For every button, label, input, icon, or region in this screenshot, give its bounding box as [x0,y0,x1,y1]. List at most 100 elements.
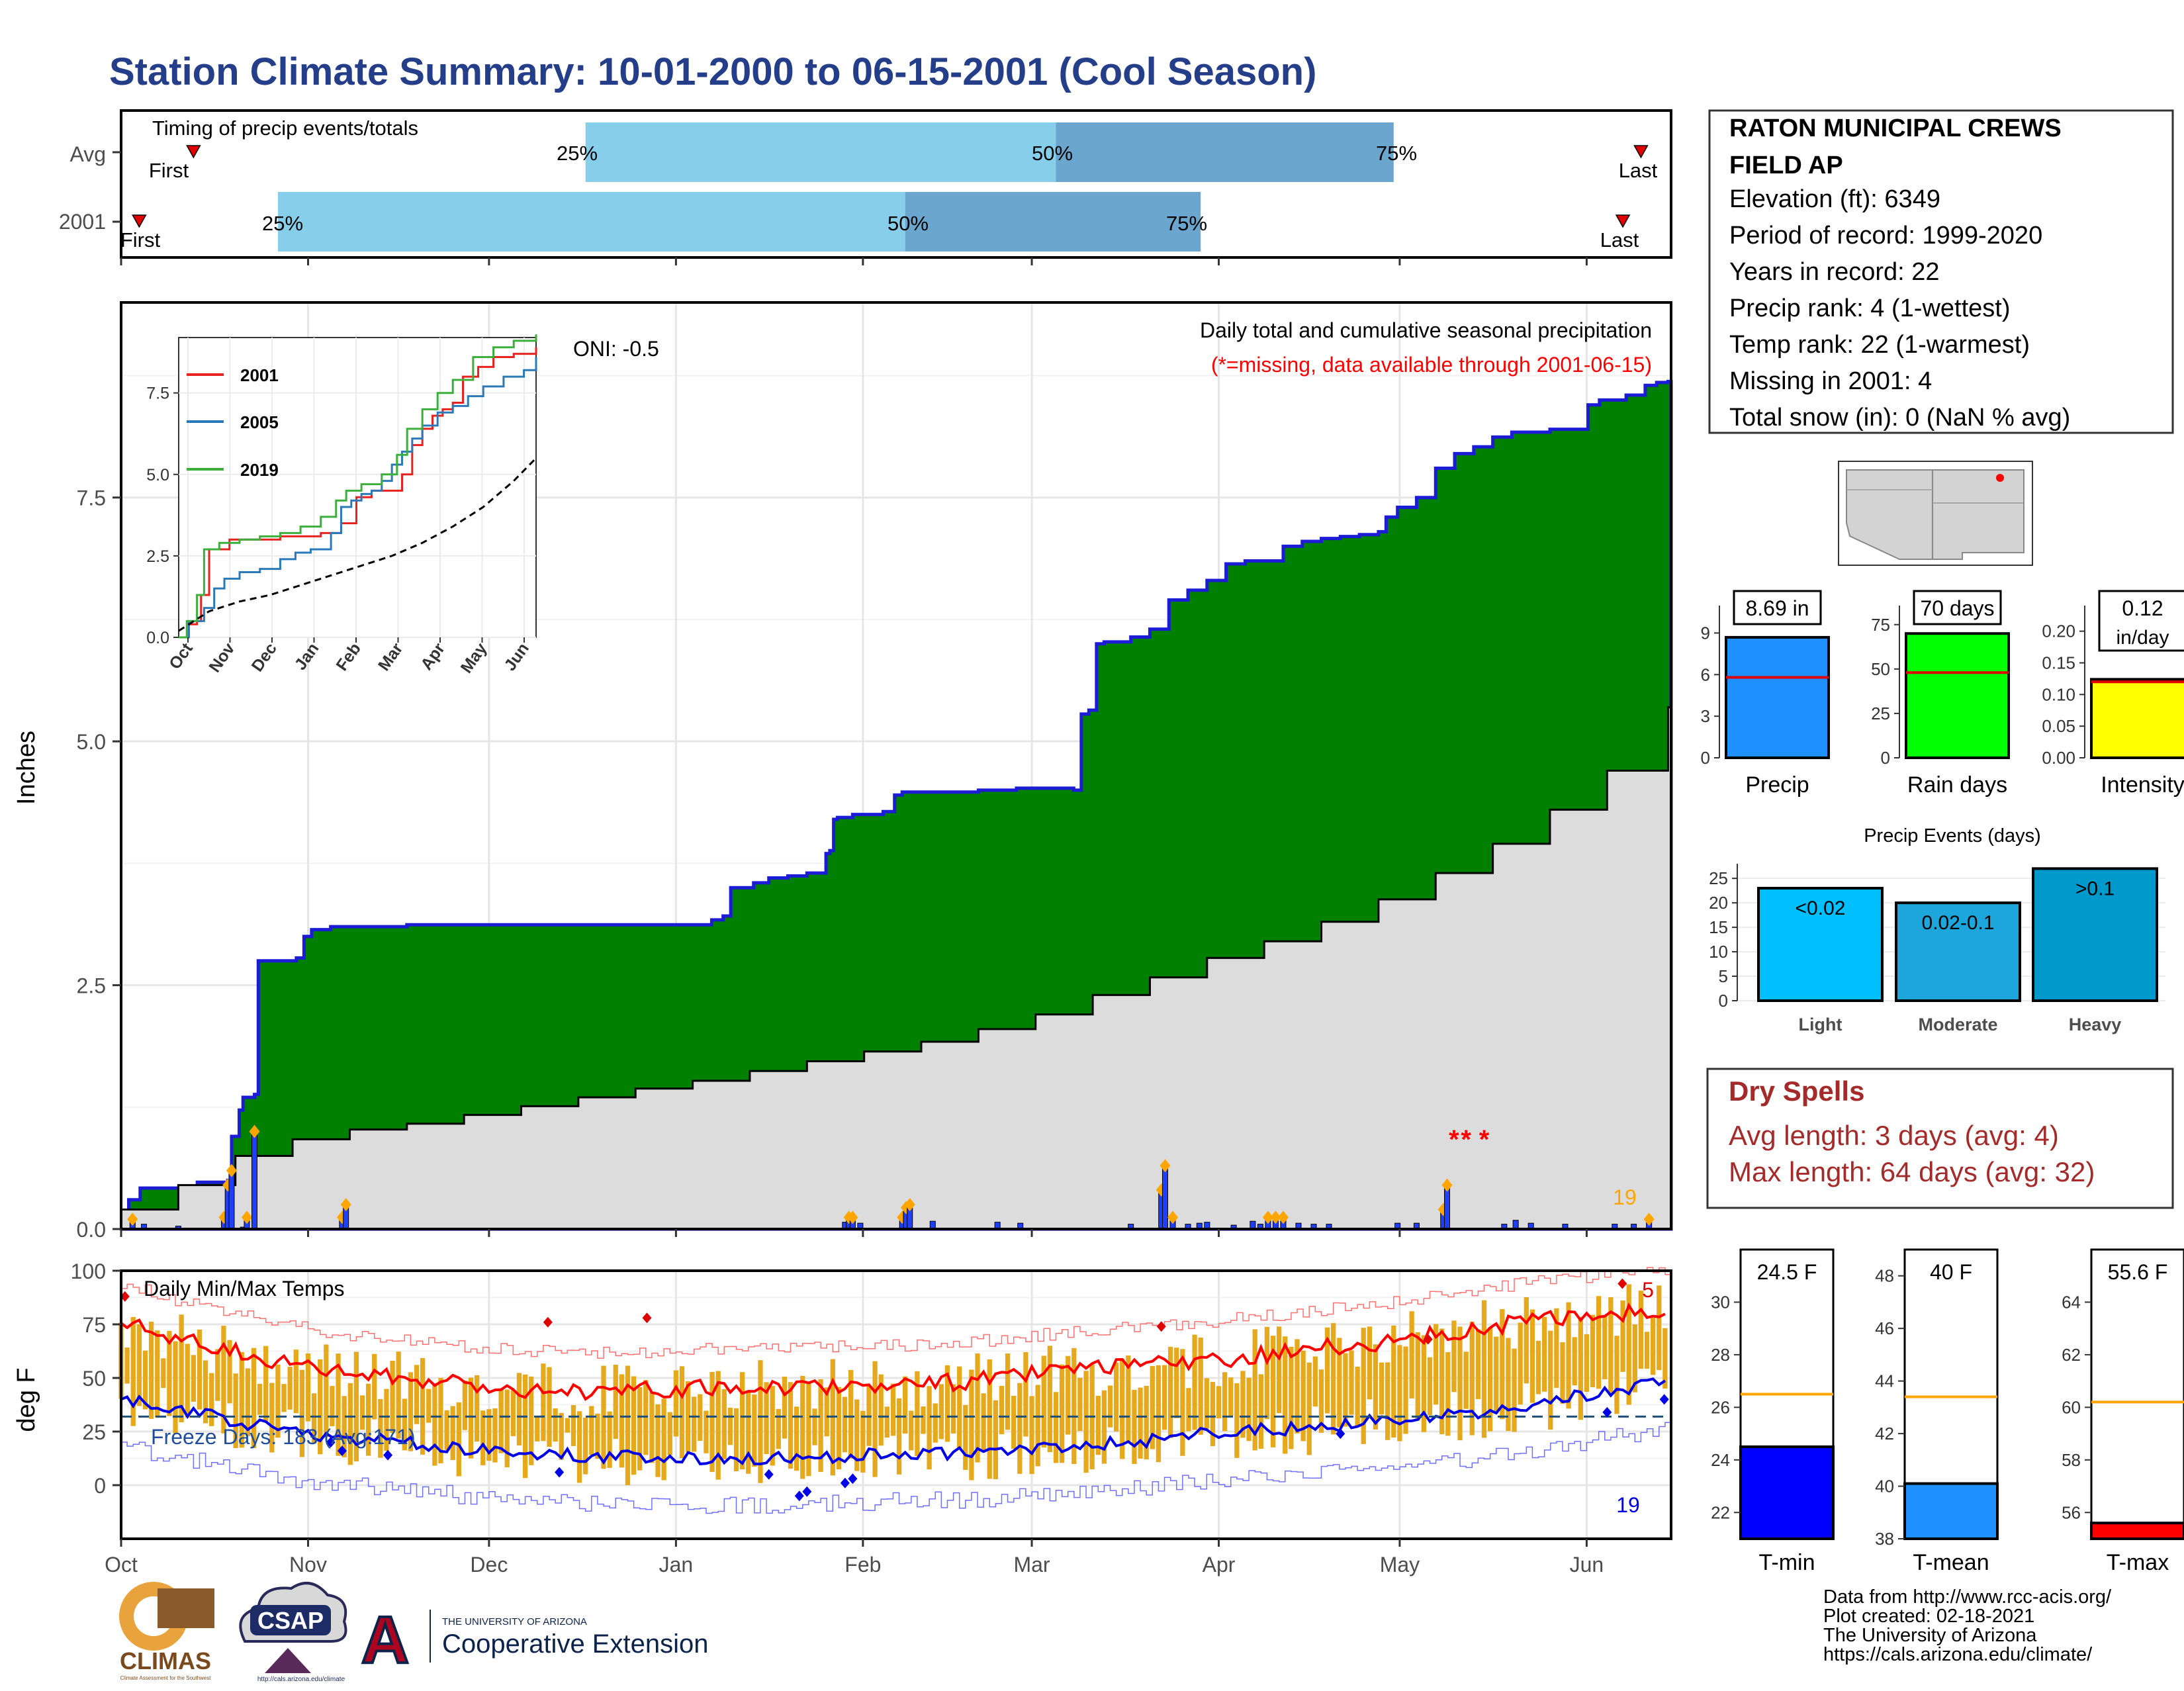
daily-temp-bar [1572,1337,1577,1386]
daily-temp-bar [704,1410,709,1453]
tmin-record-marker [802,1486,812,1497]
station-info-frame [1708,109,2174,434]
summary-value-unit: in/day [2116,627,2169,649]
daily-temp-bar [884,1406,889,1438]
daily-temp-bar [480,1410,486,1465]
daily-precip-marker [1270,1211,1281,1224]
summary-value-box [1913,590,2002,625]
tmin-average-line [120,1377,1666,1466]
daily-temp-bar [1524,1297,1529,1384]
precip-chart-subtitle: (*=missing, data available through 2001-… [1211,353,1652,377]
temp-summary-y-tick-label: 28 [1711,1345,1730,1365]
temp-y-tick-label: 25 [82,1420,106,1444]
daily-temp-bar [1451,1320,1457,1393]
temp-panel-frame [120,1269,1672,1540]
daily-temp-bar [510,1390,516,1436]
daily-temp-bar [1560,1342,1565,1404]
daily-temp-bar [673,1370,679,1437]
daily-temp-bar [1300,1350,1306,1441]
daily-temp-bar [1283,1336,1288,1454]
daily-temp-bar [1161,1365,1167,1430]
daily-temp-bar [570,1405,576,1446]
daily-temp-bar [872,1361,878,1477]
daily-temp-bar [1457,1326,1463,1441]
daily-temp-bar [800,1375,805,1479]
summary-y-tick-label: 0.15 [2042,653,2075,673]
daily-temp-bar [1144,1385,1149,1460]
daily-temp-bar [764,1382,769,1455]
daily-temp-bar [1126,1355,1131,1441]
daily-temp-bar [547,1367,552,1447]
daily-temp-bar [209,1373,214,1426]
daily-temp-bar [529,1376,534,1465]
freeze-days-label: Freeze Days: 183 (Avg:171) [151,1425,416,1449]
daily-temp-bar [746,1392,751,1474]
locator-map [1838,461,2033,566]
daily-temp-bar [281,1384,287,1412]
daily-temp-bar [390,1360,395,1434]
csap-url: http://cals.arizona.edu/climate [257,1676,345,1683]
daily-temp-bar [1138,1387,1143,1459]
tmin-record-marker [337,1445,347,1457]
daily-temp-bar [1349,1350,1354,1415]
events-y-tick-label: 25 [1709,868,1728,888]
daily-temp-bar [293,1349,298,1414]
daily-temp-bar [287,1367,293,1410]
temp-y-tick-label: 50 [82,1367,106,1391]
tmin-record-marker [326,1437,336,1448]
daily-temp-bar [788,1382,794,1469]
daily-temp-bar [450,1406,455,1461]
missing-star: * [1479,1125,1490,1154]
daily-temp-bar [909,1410,914,1451]
daily-temp-bar [1234,1383,1240,1458]
daily-temp-bar [1494,1336,1499,1414]
daily-temp-bar [1590,1314,1596,1387]
daily-temp-bar [679,1366,685,1459]
daily-temp-bar [275,1364,281,1438]
daily-temp-bar [1487,1327,1493,1432]
timing-label: Timing of precip events/totals [152,116,418,140]
summary-y-tick-label: 9 [1701,623,1710,643]
events-y-tick-label: 10 [1709,942,1728,962]
daily-temp-bar [1277,1326,1282,1414]
daily-temp-bar [167,1330,172,1416]
csap-label: CSAP [257,1607,324,1634]
daily-temp-bar [655,1404,660,1477]
temp-summary-y-tick-label: 56 [2062,1502,2081,1522]
legend-2019-label: 2019 [240,460,279,480]
daily-temp-bar [1246,1377,1251,1441]
climas-logo-text: CLIMAS [120,1647,211,1674]
daily-temp-bar [179,1314,184,1422]
daily-temp-bar [541,1363,546,1441]
tmax-record-marker [642,1312,652,1324]
daily-precip-bars [127,1124,1655,1230]
daily-precip-bar [1161,1165,1168,1230]
daily-precip-bar [228,1170,235,1230]
daily-temp-bar [758,1360,763,1483]
events-bar-light [1757,886,1884,1002]
timing-2001-first-label: First [120,228,161,251]
temp-summary-bar [1739,1445,1835,1541]
temp-y-label: deg F [13,1367,40,1432]
temp-summary-y-tick-label: 24 [1711,1450,1730,1470]
daily-temp-bar [915,1371,920,1457]
daily-temp-bar [1264,1326,1270,1420]
tmax-record-line [121,1267,1671,1359]
station-elevation: Elevation (ft): 6349 [1729,185,1940,213]
last-event-marker [1615,214,1631,228]
dry-spells-avg: Avg length: 3 days (avg: 4) [1729,1120,2059,1151]
daily-precip-marker [340,1198,351,1212]
csap-label-bg [250,1605,331,1635]
temp-y-tick-label: 0 [94,1474,106,1498]
daily-temp-bar [1662,1328,1668,1389]
daily-temp-bar [402,1398,407,1451]
timing-panel: Timing of precip events/totals Avg 2001 … [59,109,1672,259]
daily-temp-bar [1343,1353,1348,1427]
daily-temp-bar [475,1375,480,1442]
precip-events-title: Precip Events (days) [1864,825,2041,846]
daily-temp-bar [1529,1309,1535,1403]
daily-temp-bar [733,1408,739,1471]
precip-y-label: Inches [13,731,40,805]
daily-temp-bar [1548,1330,1553,1430]
tmax-average-line [120,1302,1666,1401]
